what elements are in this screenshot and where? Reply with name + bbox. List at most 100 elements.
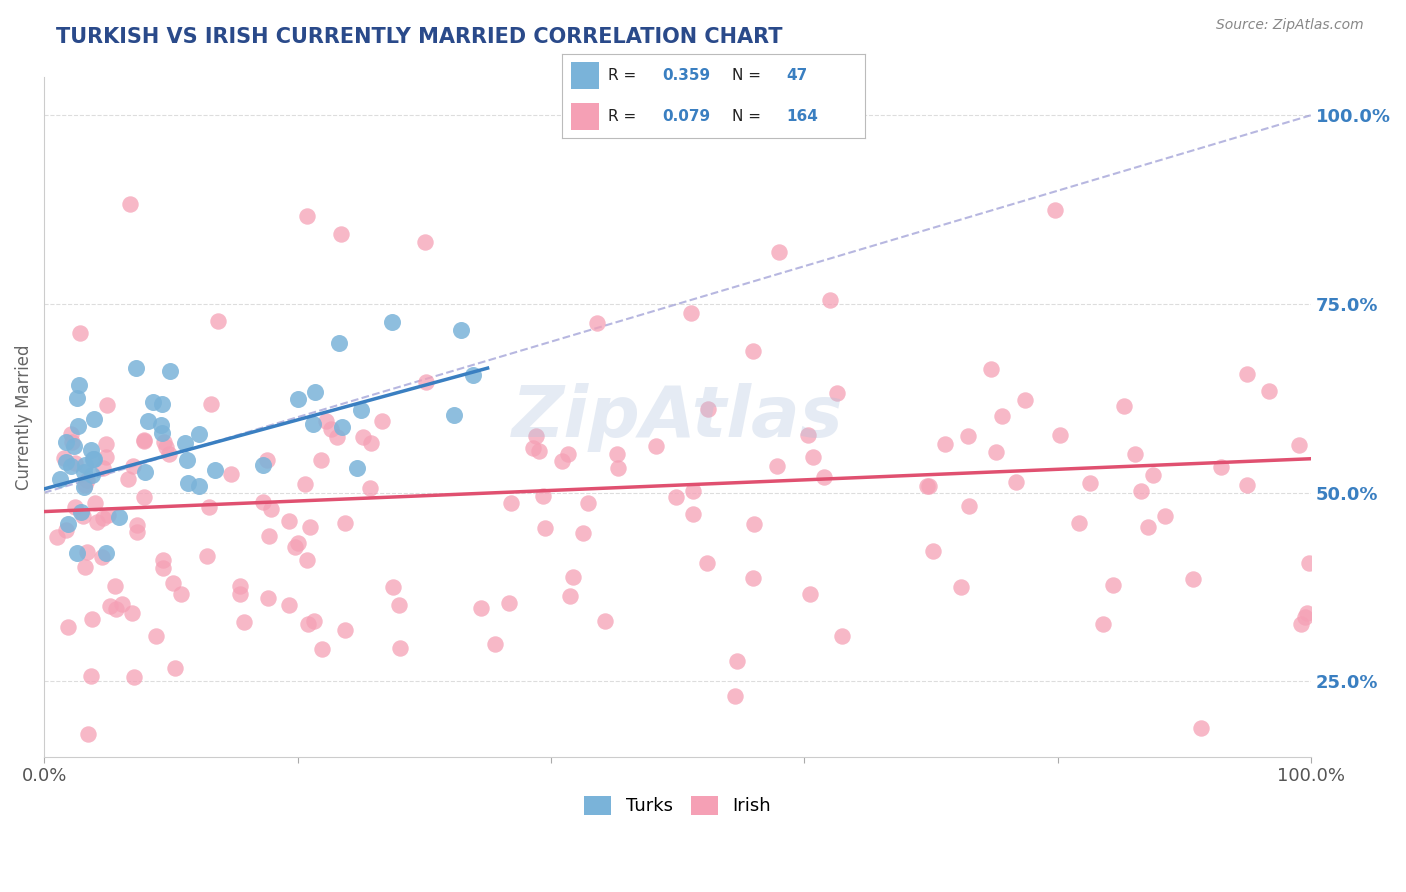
Point — [165, 661, 187, 675]
Point — [83, 451, 105, 466]
Point — [256, 453, 278, 467]
Point — [152, 434, 174, 449]
Point — [917, 479, 939, 493]
Point — [200, 397, 222, 411]
Point — [121, 606, 143, 620]
Point — [284, 541, 307, 555]
Point — [359, 481, 381, 495]
Point — [83, 496, 105, 510]
Point — [571, 525, 593, 540]
Point — [69, 326, 91, 340]
Point — [221, 467, 243, 481]
Point — [1014, 392, 1036, 407]
Point — [177, 475, 200, 490]
Point — [150, 426, 173, 441]
Point — [1294, 609, 1316, 624]
Point — [260, 501, 283, 516]
Point — [950, 580, 973, 594]
Point — [330, 227, 353, 241]
Legend: Turks, Irish: Turks, Irish — [576, 789, 778, 822]
Point — [346, 461, 368, 475]
Point — [1004, 475, 1026, 489]
Point — [1189, 722, 1212, 736]
Point — [80, 468, 103, 483]
Point — [63, 500, 86, 514]
Point — [195, 549, 218, 564]
Point — [60, 434, 83, 449]
Point — [295, 553, 318, 567]
Point — [297, 209, 319, 223]
Point — [797, 428, 820, 442]
Point — [551, 454, 574, 468]
Point — [204, 463, 226, 477]
Bar — [571, 103, 599, 130]
Point — [121, 458, 143, 473]
Point — [80, 442, 103, 457]
Point — [1209, 460, 1232, 475]
Point — [125, 525, 148, 540]
Point — [152, 560, 174, 574]
Point — [360, 436, 382, 450]
Point — [104, 579, 127, 593]
Point — [1043, 202, 1066, 217]
Point — [768, 244, 790, 259]
Point — [524, 429, 547, 443]
Point — [46, 530, 69, 544]
Point — [94, 450, 117, 464]
Point — [813, 470, 835, 484]
Point — [304, 385, 326, 400]
Point — [696, 402, 718, 417]
Point — [229, 587, 252, 601]
Point — [70, 504, 93, 518]
Point — [831, 629, 853, 643]
Point — [1078, 476, 1101, 491]
Point — [55, 455, 77, 469]
Point — [155, 440, 177, 454]
Point — [277, 599, 299, 613]
Point — [330, 420, 353, 434]
Point — [381, 315, 404, 329]
Point — [1123, 447, 1146, 461]
Point — [1142, 468, 1164, 483]
Point — [198, 500, 221, 515]
Point — [576, 496, 599, 510]
Point — [499, 496, 522, 510]
Point — [83, 412, 105, 426]
Point — [91, 549, 114, 564]
Point — [645, 439, 668, 453]
Point — [724, 689, 747, 703]
Point — [125, 361, 148, 376]
Text: 47: 47 — [786, 68, 807, 83]
Y-axis label: Currently Married: Currently Married — [15, 344, 32, 490]
Point — [55, 434, 77, 449]
Point — [287, 535, 309, 549]
Point — [63, 456, 86, 470]
Text: 0.079: 0.079 — [662, 109, 710, 124]
Point — [142, 394, 165, 409]
Point — [152, 552, 174, 566]
Point — [522, 441, 544, 455]
Point — [73, 478, 96, 492]
Point — [75, 560, 97, 574]
Text: Source: ZipAtlas.com: Source: ZipAtlas.com — [1216, 18, 1364, 32]
Text: 164: 164 — [786, 109, 818, 124]
Point — [1102, 577, 1125, 591]
Point — [917, 479, 939, 493]
Point — [350, 402, 373, 417]
Point — [111, 598, 134, 612]
Point — [1236, 477, 1258, 491]
Point — [1257, 384, 1279, 399]
Point — [159, 446, 181, 460]
Point — [413, 235, 436, 250]
Point — [561, 570, 583, 584]
Point — [132, 433, 155, 447]
Point — [82, 451, 104, 466]
Point — [73, 466, 96, 480]
Point — [86, 515, 108, 529]
Point — [170, 587, 193, 601]
Point — [922, 544, 945, 558]
Point — [150, 418, 173, 433]
Point — [382, 581, 405, 595]
Point — [58, 517, 80, 532]
Point — [606, 447, 628, 461]
